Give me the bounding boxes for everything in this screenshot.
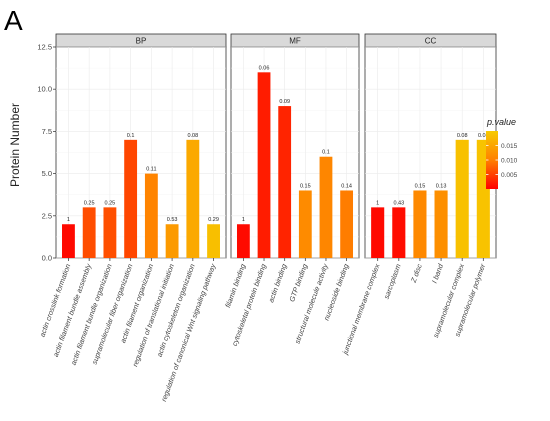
- bar: [392, 207, 406, 258]
- bar: [257, 72, 271, 258]
- bar: [298, 190, 312, 258]
- bar: [413, 190, 427, 258]
- bar: [124, 139, 138, 258]
- bar-value-label: 0.15: [300, 183, 311, 189]
- facet-strip-label: BP: [136, 37, 147, 46]
- bar-value-label: 0.06: [259, 65, 270, 71]
- x-category-label: actin binding: [266, 263, 288, 304]
- bar: [371, 207, 385, 258]
- y-tick-label: 7.5: [42, 127, 52, 136]
- legend: p.value 0.015 0.010 0.005: [486, 117, 518, 189]
- bar: [340, 190, 354, 258]
- bar-value-label: 0.1: [127, 133, 135, 139]
- bar: [236, 224, 250, 258]
- bar: [434, 190, 448, 258]
- x-category-label: sarcoplasm: [382, 263, 403, 301]
- bar-value-label: 0.13: [436, 183, 447, 189]
- x-category-label: actin filament bundle assembly: [51, 262, 93, 358]
- bar-value-label: 0.53: [167, 217, 178, 223]
- bar: [455, 139, 469, 258]
- y-tick-label: 0.0: [42, 254, 52, 263]
- bar-value-label: 0.14: [341, 183, 352, 189]
- y-tick-label: 12.5: [37, 43, 52, 52]
- y-tick-label: 10.0: [37, 85, 52, 94]
- bar-value-label: 0.08: [187, 133, 198, 139]
- x-category-label: Z disc: [408, 262, 423, 284]
- bar-value-label: 0.29: [208, 217, 219, 223]
- x-category-label: actin cytoskeleton organization: [155, 263, 197, 358]
- bar: [207, 224, 220, 258]
- x-category-label: I band: [430, 262, 446, 285]
- bar-value-label: 1: [67, 217, 70, 223]
- bar-value-label: 0.11: [146, 167, 156, 173]
- y-axis-title: Protein Number: [8, 103, 22, 187]
- legend-title: p.value: [486, 117, 516, 127]
- bar-value-label: 0.25: [84, 200, 95, 206]
- x-category-label: GTP binding: [287, 263, 309, 303]
- bar-value-label: 0.09: [279, 99, 290, 105]
- bar-value-label: 0.08: [478, 133, 489, 139]
- facet-strip-label: MF: [289, 37, 301, 46]
- legend-tick-label: 0.010: [501, 158, 518, 165]
- panel-label: A: [4, 5, 23, 36]
- bar: [103, 207, 117, 258]
- facet-strip-label: CC: [425, 37, 437, 46]
- legend-tick-label: 0.005: [501, 172, 518, 179]
- bar-value-label: 1: [376, 200, 379, 206]
- bar-value-label: 0.08: [457, 133, 468, 139]
- x-category-label: filamin binding: [223, 263, 247, 309]
- bar: [82, 207, 96, 258]
- bar-value-label: 0.15: [415, 183, 426, 189]
- bar-value-label: 0.1: [322, 150, 330, 156]
- bar: [186, 139, 200, 258]
- bar: [319, 156, 333, 258]
- y-tick-label: 5.0: [42, 169, 52, 178]
- legend-colorbar: [486, 131, 498, 189]
- y-tick-label: 2.5: [42, 211, 52, 220]
- bar-value-label: 0.43: [393, 200, 404, 206]
- bar: [144, 173, 158, 258]
- bar: [62, 224, 75, 258]
- bar: [165, 224, 179, 258]
- bar-value-label: 1: [242, 217, 245, 223]
- legend-tick-label: 0.015: [501, 143, 518, 150]
- bar: [278, 106, 292, 258]
- bar-value-label: 0.25: [105, 200, 116, 206]
